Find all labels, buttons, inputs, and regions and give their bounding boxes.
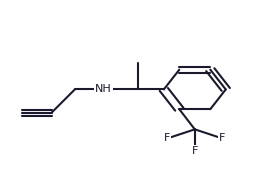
Text: NH: NH bbox=[95, 84, 111, 94]
Text: F: F bbox=[219, 133, 225, 143]
Text: F: F bbox=[192, 146, 198, 156]
Text: F: F bbox=[164, 133, 170, 143]
